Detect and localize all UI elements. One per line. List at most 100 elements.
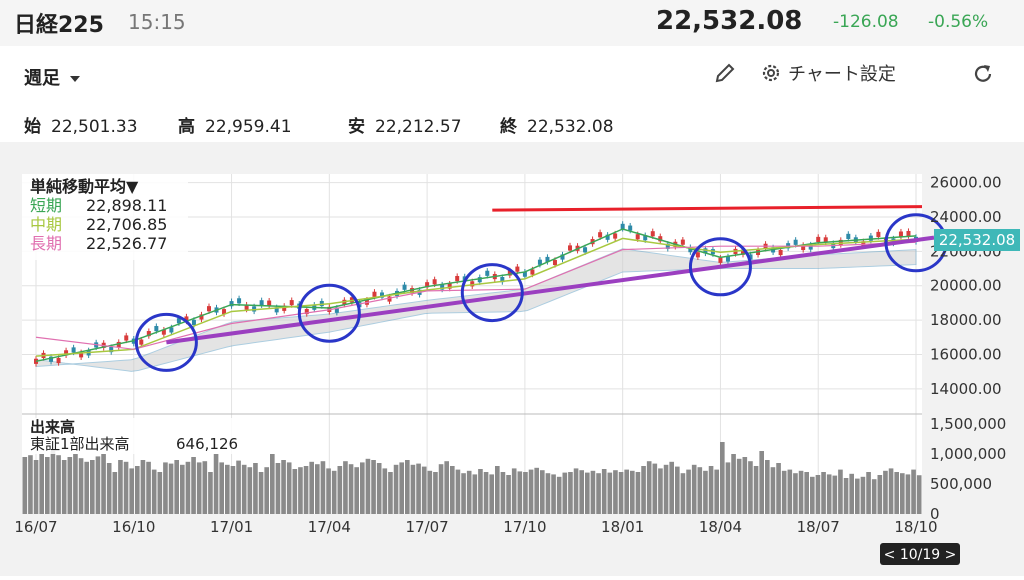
volume-bar — [56, 455, 61, 514]
candle-body — [635, 234, 640, 240]
chart-area[interactable]: 14000.00 16000.00 18000.00 20000.00 22000.00… — [0, 142, 1024, 576]
volume-bar — [838, 469, 843, 514]
candle-body — [244, 304, 249, 310]
volume-bar — [478, 469, 483, 514]
volume-bar — [315, 464, 320, 514]
refresh-icon[interactable] — [970, 61, 996, 87]
volume-bar — [855, 478, 860, 514]
volume-bar — [821, 472, 826, 514]
ma-legend-title[interactable]: 単純移動平均▼ — [30, 177, 139, 196]
chart-settings-button[interactable]: チャート設定 — [760, 60, 896, 86]
candle-body — [500, 276, 505, 283]
volume-bar — [669, 461, 674, 514]
volume-bar — [225, 464, 230, 514]
volume-bar — [489, 474, 494, 514]
volume-bar — [556, 476, 562, 514]
ma-legend-long-value: 22,526.77 — [86, 234, 167, 253]
volume-bar — [90, 460, 95, 514]
volume-bar — [759, 451, 764, 514]
volume-bar — [168, 463, 174, 514]
period-selector[interactable]: 週足 — [24, 64, 81, 90]
volume-bar — [517, 471, 523, 514]
candle-body — [334, 307, 339, 313]
market-time: 15:15 — [128, 10, 186, 34]
candle-body — [124, 335, 129, 341]
ma-line-short — [35, 228, 917, 363]
volume-bar — [101, 454, 106, 514]
volume-bar — [180, 464, 185, 514]
volume-bar — [528, 469, 534, 514]
volume-bar — [770, 467, 776, 514]
time-tick-label: 18/04 — [699, 518, 742, 536]
candle-body — [184, 316, 189, 322]
volume-bar — [354, 467, 359, 514]
volume-bar — [916, 475, 922, 514]
volume-bar — [815, 475, 821, 514]
volume-bar — [900, 473, 905, 514]
pencil-icon[interactable] — [712, 60, 738, 86]
ma-legend-long-label: 長期 — [30, 234, 62, 253]
candle-body — [79, 352, 84, 358]
support-trend-line — [166, 235, 935, 345]
volume-bar — [618, 472, 624, 514]
volume-bar — [253, 463, 258, 514]
period-label: 週足 — [24, 68, 60, 89]
volume-bar — [78, 458, 84, 514]
candle-body — [823, 237, 828, 243]
volume-bar — [320, 461, 326, 514]
candle-body — [455, 275, 460, 282]
volume-legend-box — [22, 418, 238, 454]
volume-bar — [309, 461, 314, 514]
volume-bar — [810, 476, 815, 514]
top-bar: 日経225 15:15 22,532.08 -126.08 -0.56% — [0, 0, 1024, 46]
ohlc-open: 始 22,501.33 — [24, 117, 138, 137]
candle-body — [552, 259, 557, 266]
volume-bar — [33, 460, 39, 514]
highlight-circle — [297, 283, 361, 343]
volume-bar — [213, 454, 219, 514]
ma-line-mid — [35, 237, 917, 357]
volume-bar — [360, 462, 365, 514]
volume-bar — [714, 469, 719, 514]
volume-bar — [270, 454, 275, 514]
volume-bar — [157, 472, 163, 514]
candle-body — [282, 305, 287, 311]
volume-bar — [140, 460, 146, 514]
volume-bar — [883, 470, 888, 514]
time-tick-label: 17/04 — [308, 518, 351, 536]
current-price: 22,532.08 — [656, 6, 803, 36]
volume-bar — [686, 469, 691, 514]
volume-bar — [450, 466, 455, 514]
ohlc-close: 終 22,532.08 — [500, 117, 614, 137]
candle-body — [695, 252, 700, 258]
volume-bar — [506, 475, 511, 514]
volume-bar — [843, 478, 849, 514]
candle-body — [906, 230, 911, 237]
volume-tick-label: 1,500,000 — [930, 415, 1006, 433]
candle-body — [793, 239, 798, 245]
volume-bar — [455, 469, 461, 514]
volume-bar — [680, 473, 686, 514]
date-tag[interactable] — [880, 543, 960, 565]
time-tick-label: 17/01 — [210, 518, 253, 536]
volume-bar — [753, 466, 759, 514]
volume-bar — [421, 466, 427, 514]
volume-bar — [393, 464, 399, 514]
ma-legend-mid-label: 中期 — [30, 215, 62, 234]
volume-bar — [219, 462, 224, 514]
candle-body — [801, 244, 806, 251]
time-tick-label: 16/07 — [14, 518, 57, 536]
chart-svg[interactable]: 14000.0016000.0018000.0020000.0022000.00… — [0, 142, 1024, 576]
volume-bar — [545, 473, 551, 514]
price-tick-label: 26000.00 — [930, 174, 1002, 192]
candle-body — [206, 306, 211, 312]
candle-body — [838, 239, 843, 246]
volume-legend-title: 出来高 — [30, 418, 75, 436]
volume-bar — [286, 462, 292, 514]
candle-body — [816, 236, 821, 243]
volume-bar — [911, 469, 916, 514]
volume-bar — [247, 467, 253, 514]
volume-bar — [191, 457, 196, 514]
volume-bar — [826, 474, 832, 514]
volume-bar — [196, 462, 202, 514]
